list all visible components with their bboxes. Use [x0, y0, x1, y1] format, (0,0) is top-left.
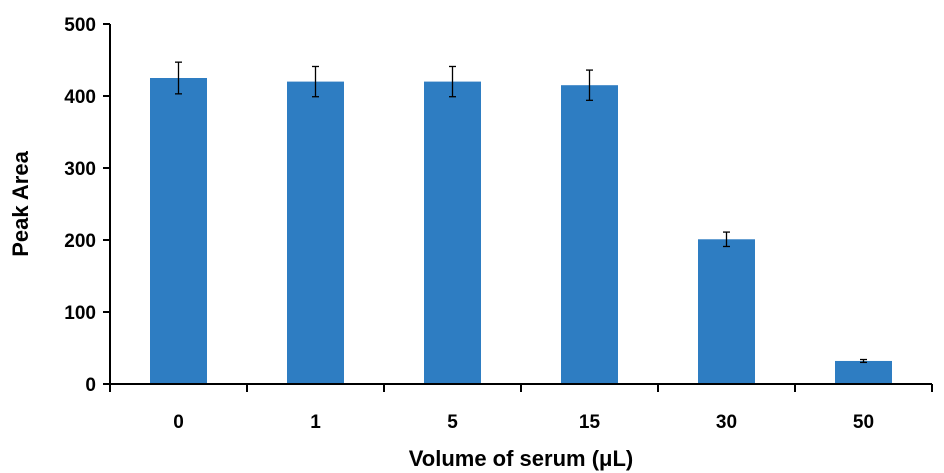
bar-5 [424, 81, 481, 384]
y-tick-label: 200 [64, 231, 96, 252]
y-axis-title: Peak Area [8, 150, 33, 256]
y-ticks-group: 0 100 200 300 400 500 [64, 15, 110, 396]
bar-30 [698, 239, 755, 384]
x-tick-label: 1 [310, 412, 321, 433]
x-ticks-group: 0 1 5 15 30 50 [109, 384, 933, 433]
bar-0 [150, 78, 207, 384]
error-bar-15 [586, 69, 593, 101]
error-bar-5 [449, 65, 456, 98]
error-bar-1 [312, 65, 319, 98]
bars-group [150, 78, 892, 384]
y-tick-label: 0 [85, 375, 96, 396]
bar-1 [287, 81, 344, 384]
x-tick-label: 0 [173, 412, 184, 433]
error-bar-50 [860, 358, 867, 364]
x-tick-label: 15 [579, 412, 601, 433]
error-bars-group [175, 61, 867, 364]
x-tick-label: 50 [853, 412, 874, 433]
bar-50 [835, 360, 892, 384]
y-tick-label: 400 [64, 87, 96, 108]
y-tick-label: 300 [64, 159, 96, 180]
y-tick-label: 500 [64, 15, 96, 36]
x-tick-label: 30 [716, 412, 737, 433]
error-bar-0 [175, 61, 182, 95]
x-tick-label: 5 [447, 412, 458, 433]
y-tick-label: 100 [64, 303, 96, 324]
error-bar-30 [723, 231, 730, 248]
x-axis-title: Volume of serum (μL) [409, 446, 634, 471]
bar-15 [561, 85, 618, 384]
